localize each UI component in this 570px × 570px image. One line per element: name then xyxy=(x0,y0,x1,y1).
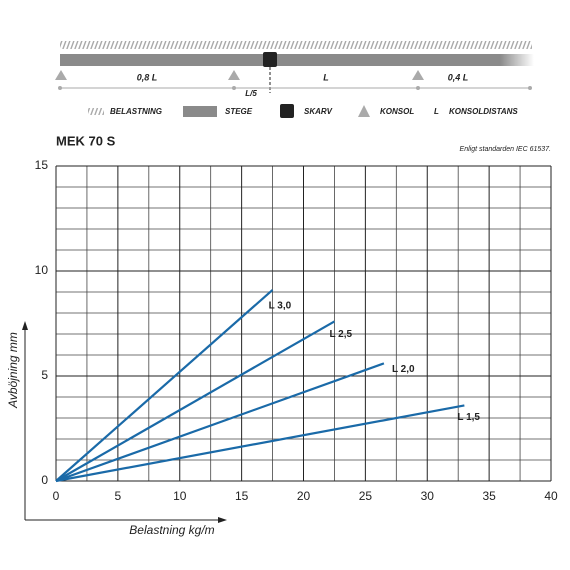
ladder-fade xyxy=(500,54,534,66)
x-tick-label: 40 xyxy=(544,489,558,503)
chart-subtitle: Enligt standarden IEC 61537. xyxy=(460,146,552,153)
series-line xyxy=(55,404,465,483)
x-tick-label: 35 xyxy=(482,489,496,503)
span-diagram: 0,8 L L 0,4 L L/5 xyxy=(55,41,534,98)
support xyxy=(412,70,424,80)
y-arrow-head xyxy=(22,321,28,330)
series-label: L 1,5 xyxy=(457,412,480,423)
ladder-bar xyxy=(60,54,500,66)
x-tick-label: 10 xyxy=(173,489,187,503)
legend-bar xyxy=(183,106,217,117)
joint-offset: L/5 xyxy=(245,89,257,98)
series-label: L 3,0 xyxy=(269,301,292,312)
x-tick-label: 20 xyxy=(297,489,311,503)
y-tick-label: 0 xyxy=(41,473,48,487)
legend-label: KONSOLDISTANS xyxy=(449,107,518,116)
y-axis-label: Avböjning mm xyxy=(6,332,20,409)
span-label: 0,4 L xyxy=(448,72,469,82)
load-hatch xyxy=(60,41,532,49)
x-arrow-head xyxy=(218,517,227,523)
chart-title: MEK 70 S xyxy=(56,133,116,148)
legend-label: KONSOL xyxy=(380,107,414,116)
x-tick-label: 5 xyxy=(115,489,122,503)
series-line xyxy=(55,289,274,482)
x-axis-label: Belastning kg/m xyxy=(129,523,214,537)
legend-hatch xyxy=(88,108,104,115)
series-line xyxy=(55,320,335,482)
y-tick-label: 5 xyxy=(41,368,48,382)
diagram-legend: BELASTNING STEGE SKARV KONSOL L KONSOLDI… xyxy=(88,104,518,118)
span-label: L xyxy=(323,72,329,82)
dim-dot xyxy=(528,86,532,90)
legend-joint xyxy=(280,104,294,118)
series-label: L 2,5 xyxy=(329,329,352,340)
support xyxy=(228,70,240,80)
series-label: L 2,0 xyxy=(392,364,415,375)
y-tick-label: 10 xyxy=(35,263,49,277)
span-label: 0,8 L xyxy=(137,72,158,82)
support xyxy=(55,70,67,80)
legend-label: STEGE xyxy=(225,107,253,116)
joint xyxy=(263,52,277,67)
legend-symbol: L xyxy=(434,107,439,116)
x-tick-label: 25 xyxy=(359,489,373,503)
y-tick-label: 15 xyxy=(35,158,49,172)
dim-dot xyxy=(416,86,420,90)
x-tick-label: 0 xyxy=(53,489,60,503)
legend-label: SKARV xyxy=(304,107,333,116)
dim-dot xyxy=(58,86,62,90)
dim-dot xyxy=(232,86,236,90)
x-tick-label: 30 xyxy=(421,489,435,503)
x-tick-label: 15 xyxy=(235,489,249,503)
legend-label: BELASTNING xyxy=(110,107,162,116)
legend-support xyxy=(358,105,370,117)
series-line xyxy=(55,362,385,483)
